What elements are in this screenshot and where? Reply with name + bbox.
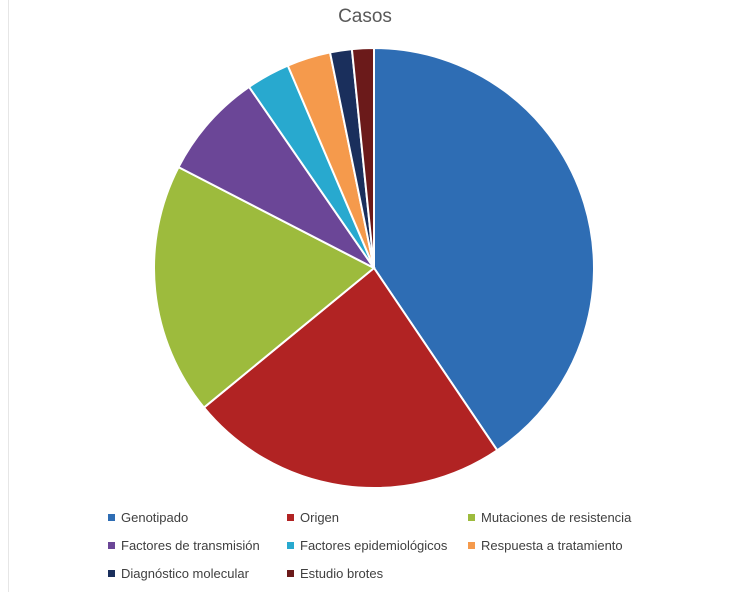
- pie-slice-estudio-brotes: [350, 46, 375, 269]
- pie-slice-genotipado: [373, 46, 595, 452]
- pie-slice-origen: [202, 266, 499, 489]
- pie-slice-mutaciones-de-resistencia: [153, 165, 376, 409]
- chart-frame: [8, 0, 728, 592]
- pie-slice-factores-de-transmisi-n: [177, 85, 375, 269]
- chart-title: Casos: [338, 6, 392, 27]
